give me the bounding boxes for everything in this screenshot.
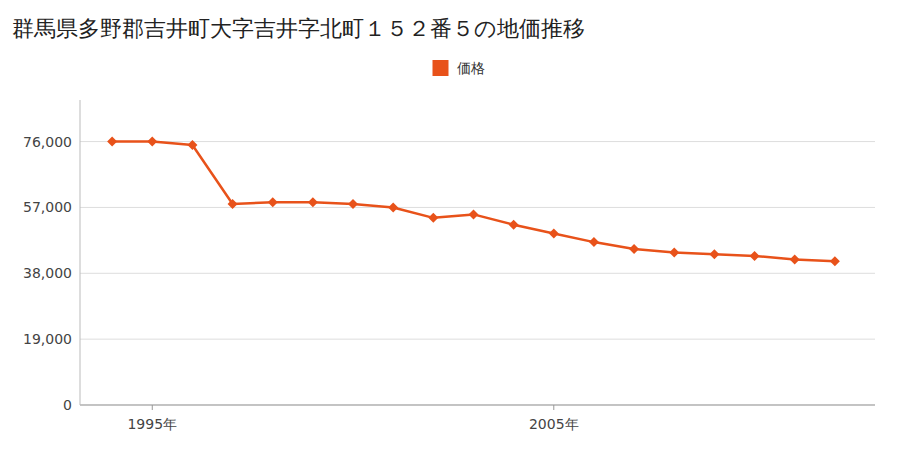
data-point [589,237,599,247]
y-tick-label: 57,000 [23,199,72,215]
x-tick [152,405,153,410]
data-point [629,244,639,254]
legend-swatch [433,60,449,76]
data-point [348,199,358,209]
title: 群馬県多野郡吉井町大字吉井字北町１５２番５の地価推移 [12,16,585,41]
grid-line [80,273,875,274]
data-point [107,137,117,147]
data-point [790,254,800,264]
data-point [549,228,559,238]
data-point [509,220,519,230]
data-point [468,209,478,219]
chart: 群馬県多野郡吉井町大字吉井字北町１５２番５の地価推移 0 19,000 38,000 5… [0,0,900,450]
grid-line [80,141,875,142]
data-point [750,251,760,261]
y-tick-label: 0 [63,397,72,413]
data-point [669,248,679,258]
data-point [308,197,318,207]
data-point [228,199,238,209]
grid-line [80,339,875,340]
grid-line [80,207,875,208]
x-tick-label: 1995年 [127,416,177,432]
data-point [187,140,197,150]
y-axis-line [80,100,81,405]
x-tick-label: 2005年 [529,416,579,432]
data-point [428,213,438,223]
data-point [388,202,398,212]
x-tick [553,405,554,410]
legend-label: 価格 [457,60,485,76]
grid-line [80,405,875,406]
legend: 価格 [433,60,485,76]
grid [80,142,875,405]
data-point [268,197,278,207]
data-point [147,137,157,147]
x-axis-line [80,405,875,406]
plot-area [107,137,840,267]
y-tick-label: 19,000 [23,331,72,347]
series-line [112,142,835,262]
y-tick-label: 76,000 [23,134,72,150]
y-tick-label: 38,000 [23,265,72,281]
data-point [709,249,719,259]
data-point [830,256,840,266]
